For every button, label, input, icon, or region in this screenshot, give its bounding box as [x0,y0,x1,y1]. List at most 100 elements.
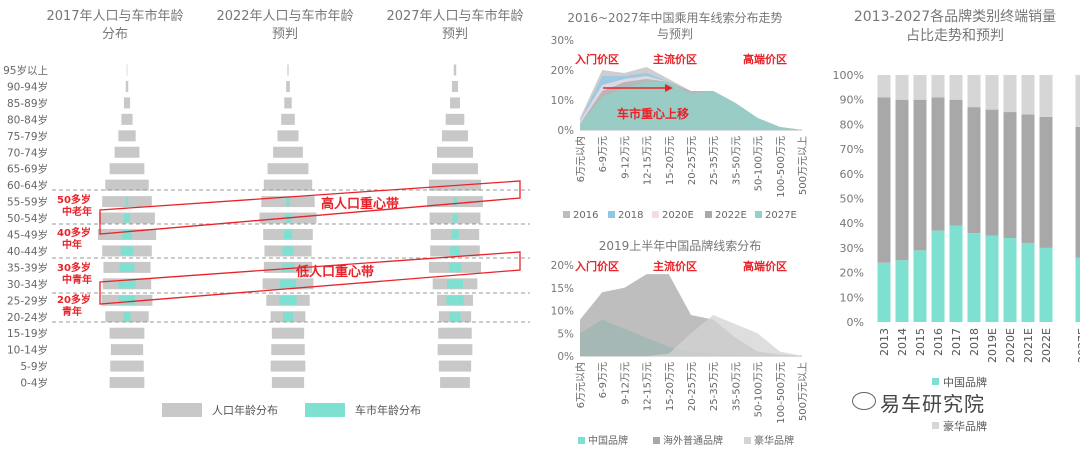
legend-label: 2016 [573,210,598,221]
share-bar-豪华品牌 [1075,75,1080,127]
share-bar-海外普通品牌 [949,99,963,226]
y-tick-label: 40% [840,217,864,230]
age-label: 5-9岁 [20,360,48,373]
price-zone-label: 高端价区 [743,259,787,273]
share-bar-豪华品牌 [949,75,963,100]
car-bar [123,213,131,223]
population-bar [281,113,295,125]
population-bar [118,130,136,142]
age-label: 85-89岁 [7,97,48,110]
segment-label: 20多岁 [57,293,91,306]
population-bar [438,360,472,372]
age-label: 45-49岁 [7,229,48,242]
age-label: 90-94岁 [7,80,48,93]
share-bar-豪华品牌 [877,75,891,98]
population-bar [438,327,472,339]
brand-share-title: 2013-2027各品牌类别终端销量占比走势和预判 [853,9,1057,44]
population-bar [453,64,457,76]
share-bar-豪华品牌 [895,75,909,100]
car-bar [449,312,461,322]
y-tick-label: 10% [840,291,864,304]
population-bar [270,360,306,372]
population-bar [432,163,478,175]
share-bar-海外普通品牌 [913,99,927,251]
wechat-icon [852,392,876,410]
legend-swatch [932,422,939,429]
car-bar [450,246,460,256]
y-tick-label: 30% [551,35,574,47]
age-label: 95岁以上 [3,64,48,77]
segment-label: 40多岁 [57,226,91,239]
segment-label: 中年 [62,238,82,251]
share-bar-中国品牌 [877,262,891,322]
x-tick-label: 500万元以上 [797,362,809,421]
legend-car-swatch [305,403,345,417]
legend-label: 2018 [618,210,643,221]
share-bar-中国品牌 [1075,257,1080,322]
x-tick-label: 2020E [1004,328,1017,363]
share-bar-豪华品牌 [1021,75,1035,115]
age-label: 35-39岁 [7,261,48,274]
share-bar-海外普通品牌 [1003,112,1017,239]
x-tick-label: 2027E [1076,328,1080,363]
x-tick-label: 6-9万元 [598,362,609,398]
share-bar-中国品牌 [913,250,927,322]
x-tick-label: 100-500万元 [776,362,787,424]
x-tick-label: 2015 [914,328,927,356]
share-bar-中国品牌 [1003,238,1017,322]
population-bar [114,146,140,158]
y-tick-label: 0% [557,125,574,137]
share-bar-豪华品牌 [967,75,981,108]
population-bar [451,80,459,92]
car-bar [119,262,135,272]
y-tick-label: 15% [551,283,574,295]
car-bar [452,213,458,223]
share-bar-海外普通品牌 [985,109,999,236]
lead-trend-title: 2016~2027年中国乘用车线索分布走势与预判 [567,11,783,42]
segment-label: 中老年 [62,205,92,218]
population-bar [437,146,473,158]
population-bar [445,113,465,125]
legend-label: 2027E [765,210,797,221]
car-bar [446,279,464,289]
population-bar [109,377,145,389]
population-bar [441,130,469,142]
x-tick-label: 6-9万元 [598,136,609,172]
population-bar [450,97,460,109]
price-zone-label: 高端价区 [743,52,787,66]
legend-label: 海外普通品牌 [663,434,723,447]
age-label: 60-64岁 [7,179,48,192]
legend-swatch [652,211,659,218]
pyramid-title-2027: 2027年人口与车市年龄预判 [386,9,524,42]
share-bar-中国品牌 [895,260,909,322]
share-bar-中国品牌 [967,233,981,322]
car-bar [286,197,290,207]
share-bar-海外普通品牌 [967,107,981,234]
population-bar [437,344,473,356]
car-bar [448,262,462,272]
x-tick-label: 25-35万元 [709,362,720,411]
x-tick-label: 2022E [1040,328,1053,363]
price-zone-label: 主流价区 [653,259,697,273]
y-tick-label: 30% [840,242,864,255]
legend-label: 2022E [715,210,747,221]
age-label: 25-29岁 [7,294,48,307]
car-bar [446,295,464,305]
pyramid-title-2017: 2017年人口与车市年龄分布 [46,9,184,42]
legend-swatch [744,437,751,444]
x-tick-label: 2014 [896,328,909,356]
y-tick-label: 50% [840,193,864,206]
population-bar [125,80,129,92]
age-label: 55-59岁 [7,196,48,209]
watermark-text: 易车研究院 [880,392,985,416]
legend-population-swatch [162,403,202,417]
age-label: 10-14岁 [7,344,48,357]
series-area-豪华品牌 [580,315,802,356]
car-bar [283,230,293,239]
legend-swatch [705,211,712,218]
age-label: 20-24岁 [7,311,48,324]
share-bar-海外普通品牌 [877,97,891,263]
population-bar [287,64,289,76]
x-tick-label: 12-15万元 [643,362,654,411]
legend-label: 豪华品牌 [943,419,987,433]
